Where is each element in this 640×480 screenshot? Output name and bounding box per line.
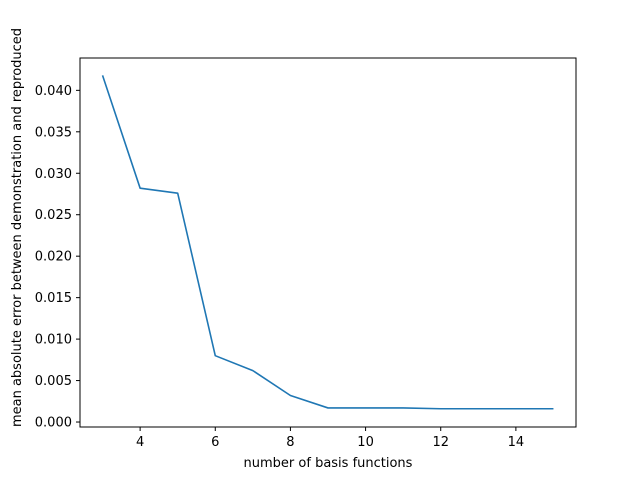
y-axis-label: mean absolute error between demonstratio… bbox=[10, 28, 25, 427]
y-tick-label: 0.030 bbox=[35, 167, 72, 182]
y-tick-label: 0.025 bbox=[35, 208, 72, 223]
y-tick-label: 0.000 bbox=[35, 416, 72, 431]
x-axis-label: number of basis functions bbox=[244, 456, 413, 471]
x-tick-label: 12 bbox=[432, 435, 449, 450]
axes-frame bbox=[79, 57, 577, 428]
x-tick-label: 6 bbox=[211, 435, 219, 450]
y-tick-label: 0.015 bbox=[35, 291, 72, 306]
y-axis: 0.000 0.005 0.010 0.015 0.020 0.025 0.030 0.035… bbox=[35, 84, 80, 431]
x-tick-label: 4 bbox=[136, 435, 144, 450]
y-tick-label: 0.035 bbox=[35, 125, 72, 140]
x-axis: 4 6 8 10 12 14 bbox=[136, 427, 524, 450]
series-line bbox=[101, 75, 554, 410]
y-tick-label: 0.020 bbox=[35, 250, 72, 265]
y-tick-label: 0.040 bbox=[35, 84, 72, 99]
x-tick-label: 14 bbox=[508, 435, 525, 450]
y-tick-label: 0.010 bbox=[35, 333, 72, 348]
plot-area bbox=[101, 75, 554, 410]
x-tick-label: 10 bbox=[357, 435, 374, 450]
x-tick-label: 8 bbox=[286, 435, 294, 450]
y-tick-label: 0.005 bbox=[35, 374, 72, 389]
